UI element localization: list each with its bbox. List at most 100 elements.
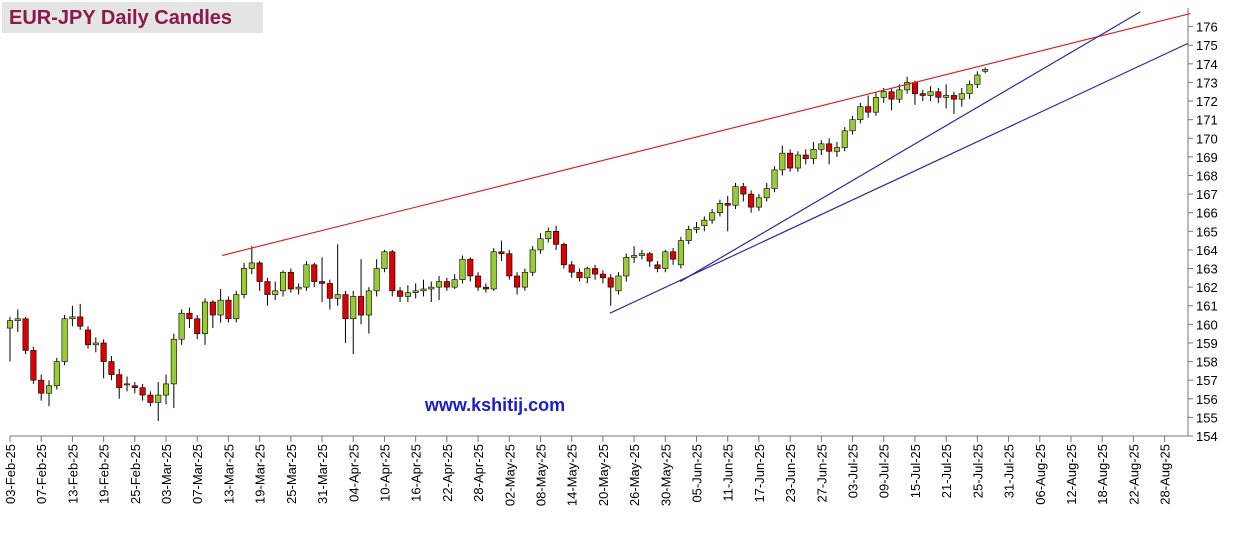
y-tick-label: 168 <box>1196 168 1218 183</box>
candle-body <box>646 253 653 262</box>
candle-body <box>147 394 154 403</box>
candle-body <box>560 244 567 266</box>
candle-body <box>927 91 934 96</box>
candle-body <box>865 106 872 113</box>
candle-body <box>287 271 294 290</box>
candle-body <box>61 318 68 362</box>
candle-body <box>459 258 466 280</box>
x-tick-label: 21-Jul-25 <box>939 444 954 498</box>
x-tick-label: 10-Apr-25 <box>377 444 392 502</box>
candle-body <box>295 286 302 290</box>
y-tick-label: 162 <box>1196 280 1218 295</box>
candle-body <box>498 251 505 254</box>
y-tick-label: 164 <box>1196 243 1218 258</box>
y-tick-label: 167 <box>1196 187 1218 202</box>
y-tick-label: 169 <box>1196 150 1218 165</box>
y-tick-label: 158 <box>1196 355 1218 370</box>
candle-body <box>654 264 661 269</box>
y-tick-label: 165 <box>1196 224 1218 239</box>
candle-body <box>358 296 365 316</box>
candle-body <box>880 91 887 98</box>
trendline <box>222 13 1191 257</box>
candle-body <box>365 290 372 316</box>
candle-body <box>709 212 716 221</box>
candle-body <box>389 251 396 292</box>
x-tick-label: 28-Aug-25 <box>1158 444 1173 505</box>
x-tick-label: 02-May-25 <box>502 444 517 506</box>
candle-body <box>412 290 419 294</box>
x-tick-label: 14-May-25 <box>565 444 580 506</box>
x-tick-label: 08-May-25 <box>533 444 548 506</box>
candle-body <box>693 227 700 230</box>
candle-body <box>872 97 879 113</box>
y-tick-label: 161 <box>1196 299 1218 314</box>
candle-body <box>170 338 177 385</box>
candle-body <box>6 320 14 329</box>
candle-body <box>615 275 622 292</box>
candle-body <box>92 342 99 346</box>
x-tick-label: 19-Feb-25 <box>97 444 112 504</box>
y-tick-label: 156 <box>1196 392 1218 407</box>
candle-body <box>155 394 162 403</box>
y-tick-label: 163 <box>1196 262 1218 277</box>
x-tick-label: 03-Feb-25 <box>3 444 18 504</box>
candle-body <box>748 193 755 208</box>
candle-body <box>248 262 255 269</box>
x-tick-label: 31-Mar-25 <box>315 444 330 504</box>
x-tick-label: 13-Feb-25 <box>65 444 80 504</box>
candle-body <box>436 281 443 288</box>
candle-body <box>935 91 942 98</box>
x-tick-label: 04-Apr-25 <box>346 444 361 502</box>
candle-body <box>755 197 762 208</box>
y-tick-label: 155 <box>1196 410 1218 425</box>
candle-body <box>740 186 747 195</box>
candle-body <box>22 318 29 351</box>
x-tick-label: 31-Jul-25 <box>1002 444 1017 498</box>
candle-body <box>116 374 123 388</box>
candle-body <box>77 316 84 327</box>
x-tick-label: 03-Jul-25 <box>846 444 861 498</box>
y-tick-label: 157 <box>1196 373 1218 388</box>
candle-body <box>857 106 864 120</box>
candle-body <box>716 203 723 213</box>
y-tick-label: 160 <box>1196 317 1218 332</box>
candle-body <box>272 290 279 295</box>
candle-body <box>701 219 708 227</box>
candle-body <box>826 143 833 152</box>
watermark: www.kshitij.com <box>424 395 565 415</box>
candle-body <box>451 279 458 288</box>
candle-body <box>241 268 248 295</box>
candle-body <box>685 229 692 241</box>
candle-body <box>576 271 583 279</box>
candle-body <box>763 188 770 199</box>
x-tick-label: 07-Mar-25 <box>190 444 205 504</box>
candle-body <box>779 152 786 171</box>
x-tick-label: 27-Jun-25 <box>814 444 829 503</box>
y-tick-label: 171 <box>1196 113 1218 128</box>
candle-body <box>139 387 146 396</box>
candle-body <box>849 119 856 132</box>
candle-body <box>638 253 645 256</box>
candle-body <box>623 257 630 277</box>
candle-body <box>950 95 957 100</box>
candle-body <box>794 154 801 169</box>
candle-body <box>420 288 427 292</box>
candle-body <box>404 292 411 297</box>
x-tick-label: 25-Jul-25 <box>970 444 985 498</box>
candle-body <box>662 251 669 269</box>
candle-body <box>381 251 388 269</box>
candle-body <box>888 91 895 100</box>
candle-body <box>732 186 739 206</box>
candle-body <box>217 299 224 316</box>
candle-body <box>100 342 107 362</box>
y-tick-label: 154 <box>1196 429 1218 444</box>
candle-body <box>982 69 989 72</box>
candle-body <box>30 350 37 381</box>
candle-body <box>303 264 310 288</box>
candle-body <box>919 93 926 96</box>
candle-body <box>490 251 497 290</box>
candle-body <box>592 268 599 275</box>
candle-body <box>482 286 489 290</box>
candle-body <box>202 301 209 334</box>
candle-body <box>264 281 271 295</box>
